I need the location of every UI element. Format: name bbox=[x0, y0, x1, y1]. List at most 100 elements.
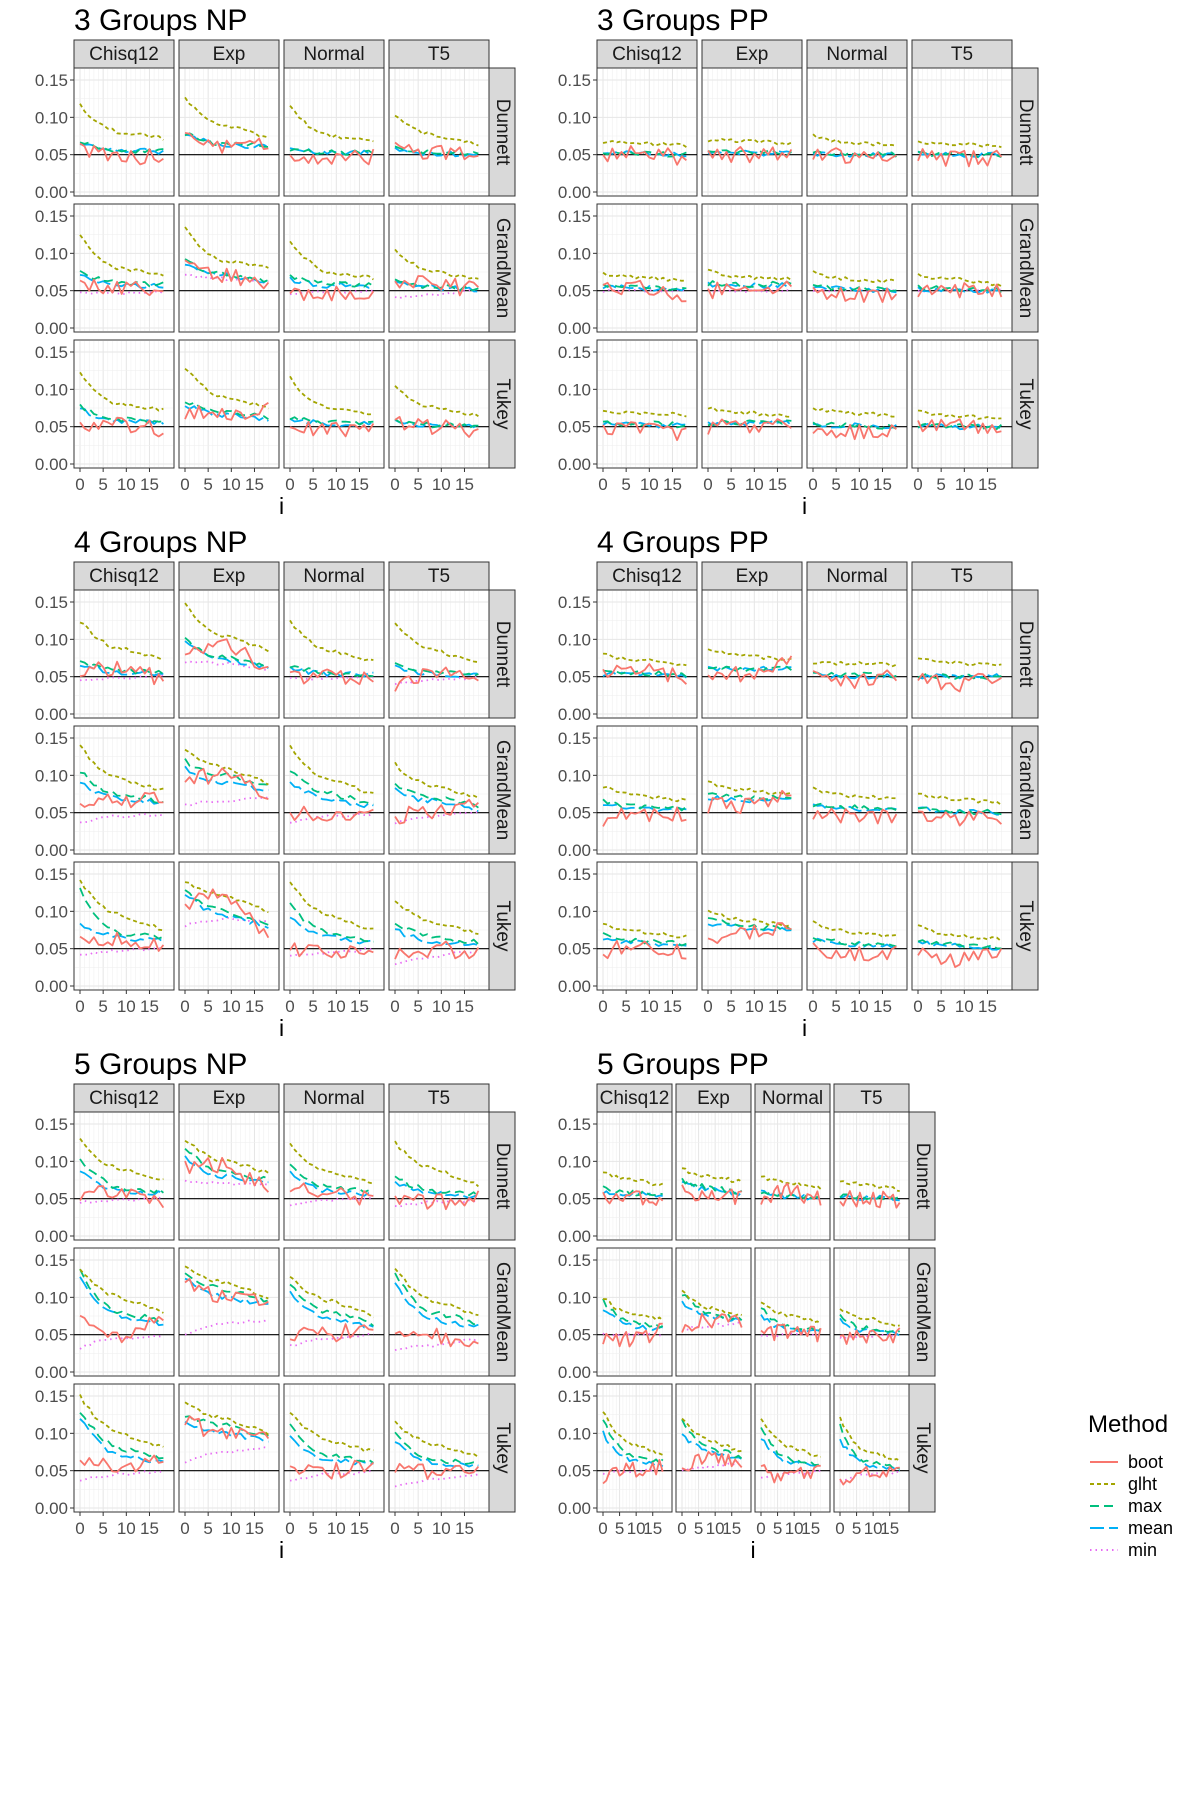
panel-background bbox=[911, 725, 1013, 855]
series-line-max bbox=[394, 922, 480, 945]
panel-GrandMean-Normal bbox=[754, 1247, 831, 1377]
series-line-boot bbox=[707, 418, 792, 435]
x-tick-label: 5 bbox=[203, 997, 212, 1016]
series-line-max bbox=[79, 403, 164, 426]
series-line-max bbox=[707, 665, 792, 673]
panel-background bbox=[388, 861, 490, 991]
x-tick-label: 10 bbox=[327, 1519, 346, 1538]
panel-background bbox=[178, 1111, 280, 1241]
y-tick-label: 0.05 bbox=[558, 940, 591, 959]
series-line-boot bbox=[79, 416, 164, 438]
series-line-max bbox=[812, 937, 897, 948]
series-line-mean bbox=[289, 1290, 374, 1329]
series-line-mean bbox=[681, 1433, 743, 1460]
x-axis-title: i bbox=[279, 1015, 284, 1041]
panel-background bbox=[388, 203, 490, 333]
series-line-boot bbox=[602, 1459, 664, 1485]
panel-background bbox=[283, 67, 385, 197]
series-line-min bbox=[79, 1196, 164, 1204]
strip-label-Normal: Normal bbox=[303, 1088, 364, 1109]
y-tick-label: 0.05 bbox=[558, 1190, 591, 1209]
strip-Tukey bbox=[908, 1383, 936, 1513]
series-line-glht bbox=[917, 924, 1002, 943]
series-line-max bbox=[79, 1412, 164, 1460]
panel-background bbox=[806, 203, 908, 333]
strip-label-T5: T5 bbox=[951, 566, 973, 587]
panel-background bbox=[911, 203, 1013, 333]
y-tick-label: 0.10 bbox=[35, 902, 68, 921]
series-line-glht bbox=[812, 660, 897, 668]
series-line-mean bbox=[79, 1276, 164, 1327]
series-line-glht bbox=[289, 240, 374, 281]
series-line-boot bbox=[917, 148, 1003, 168]
y-tick-label: 0.00 bbox=[558, 1363, 591, 1382]
series-line-boot bbox=[760, 1464, 821, 1484]
strip-Chisq12 bbox=[596, 561, 698, 591]
series-line-boot bbox=[602, 1322, 663, 1348]
series-line-boot bbox=[184, 638, 269, 670]
panel-Dunnett-Exp bbox=[178, 67, 280, 197]
series-line-boot bbox=[839, 1190, 901, 1209]
panel-background bbox=[911, 589, 1013, 719]
panel-background bbox=[178, 339, 280, 469]
x-tick-label: 10 bbox=[850, 475, 869, 494]
series-line-max bbox=[79, 1158, 164, 1194]
series-line-glht bbox=[394, 1140, 479, 1188]
panel-background bbox=[283, 339, 385, 469]
y-tick-label: 0.10 bbox=[558, 766, 591, 785]
x-tick-label: 15 bbox=[455, 997, 474, 1016]
x-tick-label: 0 bbox=[390, 997, 399, 1016]
series-line-glht bbox=[79, 1138, 164, 1181]
series-line-glht bbox=[681, 1417, 742, 1453]
figure-title: 4 Groups PP bbox=[597, 526, 769, 559]
series-line-max bbox=[79, 771, 164, 804]
series-line-max bbox=[707, 917, 792, 932]
panel-GrandMean-Exp bbox=[701, 725, 803, 855]
series-line-boot bbox=[79, 1185, 165, 1209]
x-tick-label: 0 bbox=[285, 475, 294, 494]
series-line-glht bbox=[602, 922, 687, 939]
panel-background bbox=[283, 1383, 385, 1513]
series-line-glht bbox=[394, 761, 479, 799]
strip-Tukey bbox=[488, 339, 516, 469]
series-line-boot bbox=[289, 420, 375, 438]
x-tick-label: 5 bbox=[726, 997, 735, 1016]
series-line-max bbox=[812, 284, 897, 292]
y-tick-label: 0.15 bbox=[35, 593, 68, 612]
series-line-mean bbox=[394, 419, 479, 430]
x-tick-label: 10 bbox=[640, 997, 659, 1016]
series-line-min bbox=[79, 1469, 164, 1482]
series-line-glht bbox=[917, 792, 1002, 806]
x-tick-label: 5 bbox=[413, 475, 422, 494]
panel-GrandMean-Chisq12 bbox=[73, 1247, 175, 1377]
series-line-glht bbox=[812, 786, 897, 800]
x-tick-label: 15 bbox=[873, 997, 892, 1016]
series-line-mean bbox=[394, 787, 479, 812]
x-tick-label: 10 bbox=[864, 1519, 883, 1538]
y-tick-label: 0.10 bbox=[558, 244, 591, 263]
series-line-min bbox=[184, 1318, 269, 1336]
strip-Exp bbox=[178, 561, 280, 591]
x-tick-label: 0 bbox=[703, 475, 712, 494]
series-line-mean bbox=[812, 285, 897, 294]
x-tick-label: 5 bbox=[852, 1519, 861, 1538]
panel-Tukey-Chisq12 bbox=[596, 861, 698, 991]
x-tick-label: 5 bbox=[308, 475, 317, 494]
x-tick-label: 5 bbox=[773, 1519, 782, 1538]
series-line-max bbox=[289, 770, 374, 805]
x-axis-title: i bbox=[279, 493, 284, 519]
y-tick-label: 0.05 bbox=[558, 282, 591, 301]
strip-label-GrandMean: GrandMean bbox=[492, 1262, 513, 1362]
panel-Tukey-Exp bbox=[178, 861, 280, 991]
series-line-min bbox=[79, 813, 164, 824]
x-tick-label: 0 bbox=[808, 997, 817, 1016]
series-line-boot bbox=[760, 1182, 822, 1206]
x-tick-label: 10 bbox=[222, 1519, 241, 1538]
x-tick-label: 10 bbox=[327, 997, 346, 1016]
x-tick-label: 5 bbox=[203, 475, 212, 494]
x-tick-label: 15 bbox=[245, 475, 264, 494]
series-line-glht bbox=[289, 1276, 374, 1319]
series-line-boot bbox=[79, 278, 164, 297]
series-line-mean bbox=[289, 916, 374, 945]
series-line-glht bbox=[917, 409, 1002, 420]
